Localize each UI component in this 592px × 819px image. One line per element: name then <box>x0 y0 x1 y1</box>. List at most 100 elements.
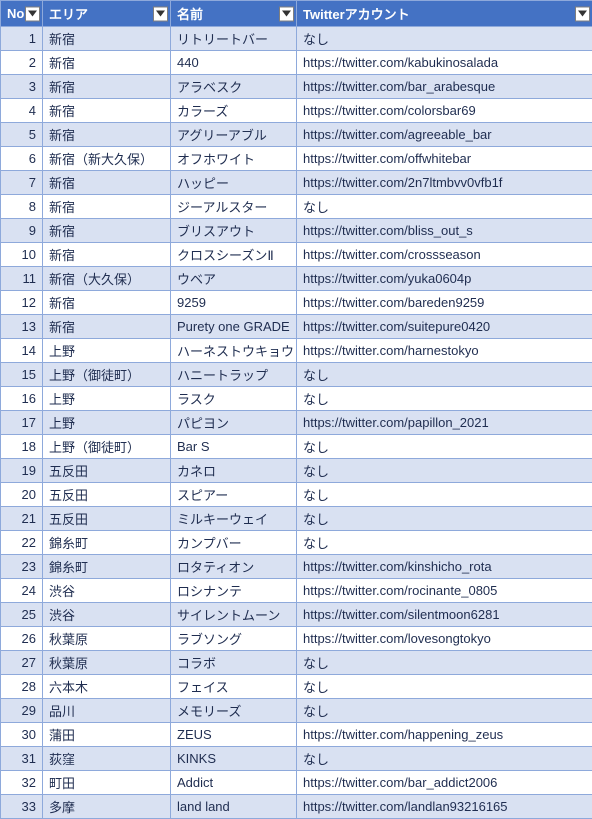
cell-twitter: https://twitter.com/kinshicho_rota <box>297 555 592 579</box>
cell-area: 新宿 <box>43 315 171 339</box>
cell-twitter: https://twitter.com/bareden9259 <box>297 291 592 315</box>
cell-no: 18 <box>1 435 43 459</box>
cell-no: 17 <box>1 411 43 435</box>
cell-area: 新宿（新大久保） <box>43 147 171 171</box>
cell-area: 秋葉原 <box>43 651 171 675</box>
table-row: 2新宿440https://twitter.com/kabukinosalada <box>1 51 592 75</box>
col-header-no[interactable]: No. <box>1 1 43 27</box>
cell-twitter: https://twitter.com/landlan93216165 <box>297 795 592 819</box>
col-header-name-label: 名前 <box>177 7 203 22</box>
table-row: 15上野（御徒町）ハニートラップなし <box>1 363 592 387</box>
cell-twitter: https://twitter.com/crossseason <box>297 243 592 267</box>
col-header-area[interactable]: エリア <box>43 1 171 27</box>
cell-twitter: https://twitter.com/offwhitebar <box>297 147 592 171</box>
cell-no: 28 <box>1 675 43 699</box>
cell-area: 新宿 <box>43 75 171 99</box>
col-header-twitter[interactable]: Twitterアカウント <box>297 1 592 27</box>
cell-twitter: https://twitter.com/bliss_out_s <box>297 219 592 243</box>
cell-name: アラベスク <box>171 75 297 99</box>
cell-no: 31 <box>1 747 43 771</box>
cell-twitter: https://twitter.com/2n7ltmbvv0vfb1f <box>297 171 592 195</box>
table-row: 16上野ラスクなし <box>1 387 592 411</box>
cell-no: 5 <box>1 123 43 147</box>
cell-area: 五反田 <box>43 483 171 507</box>
cell-twitter: https://twitter.com/agreeable_bar <box>297 123 592 147</box>
cell-area: 渋谷 <box>43 579 171 603</box>
cell-name: カネロ <box>171 459 297 483</box>
cell-area: 錦糸町 <box>43 555 171 579</box>
table-row: 21五反田ミルキーウェイなし <box>1 507 592 531</box>
cell-name: ハッピー <box>171 171 297 195</box>
table-row: 20五反田スピアーなし <box>1 483 592 507</box>
cell-no: 14 <box>1 339 43 363</box>
cell-no: 15 <box>1 363 43 387</box>
table-row: 10新宿クロスシーズンⅡhttps://twitter.com/crosssea… <box>1 243 592 267</box>
cell-twitter: https://twitter.com/happening_zeus <box>297 723 592 747</box>
cell-area: 新宿 <box>43 219 171 243</box>
filter-dropdown-icon[interactable] <box>575 6 590 21</box>
cell-name: ウベア <box>171 267 297 291</box>
cell-name: フェイス <box>171 675 297 699</box>
cell-twitter: https://twitter.com/lovesongtokyo <box>297 627 592 651</box>
cell-name: アグリーアブル <box>171 123 297 147</box>
cell-area: 上野（御徒町） <box>43 435 171 459</box>
table-row: 33多摩land landhttps://twitter.com/landlan… <box>1 795 592 819</box>
cell-name: ブリスアウト <box>171 219 297 243</box>
cell-twitter: なし <box>297 531 592 555</box>
table-row: 26秋葉原ラブソングhttps://twitter.com/lovesongto… <box>1 627 592 651</box>
cell-no: 25 <box>1 603 43 627</box>
cell-area: 品川 <box>43 699 171 723</box>
cell-name: ラブソング <box>171 627 297 651</box>
cell-no: 19 <box>1 459 43 483</box>
table-row: 13新宿Purety one GRADEhttps://twitter.com/… <box>1 315 592 339</box>
cell-area: 五反田 <box>43 459 171 483</box>
cell-no: 9 <box>1 219 43 243</box>
cell-no: 29 <box>1 699 43 723</box>
cell-area: 秋葉原 <box>43 627 171 651</box>
cell-no: 2 <box>1 51 43 75</box>
table-row: 14上野ハーネストウキョウhttps://twitter.com/harnest… <box>1 339 592 363</box>
table-row: 7新宿ハッピーhttps://twitter.com/2n7ltmbvv0vfb… <box>1 171 592 195</box>
cell-name: Purety one GRADE <box>171 315 297 339</box>
cell-name: カンプバー <box>171 531 297 555</box>
table-row: 11新宿（大久保）ウベアhttps://twitter.com/yuka0604… <box>1 267 592 291</box>
cell-area: 錦糸町 <box>43 531 171 555</box>
table-row: 5新宿アグリーアブルhttps://twitter.com/agreeable_… <box>1 123 592 147</box>
cell-no: 12 <box>1 291 43 315</box>
cell-twitter: https://twitter.com/suitepure0420 <box>297 315 592 339</box>
table-row: 12新宿9259https://twitter.com/bareden9259 <box>1 291 592 315</box>
cell-twitter: https://twitter.com/yuka0604p <box>297 267 592 291</box>
cell-no: 7 <box>1 171 43 195</box>
filter-dropdown-icon[interactable] <box>25 6 40 21</box>
cell-twitter: なし <box>297 387 592 411</box>
filter-dropdown-icon[interactable] <box>279 6 294 21</box>
cell-name: ロタティオン <box>171 555 297 579</box>
cell-area: 新宿 <box>43 291 171 315</box>
cell-twitter: https://twitter.com/bar_addict2006 <box>297 771 592 795</box>
cell-name: ジーアルスター <box>171 195 297 219</box>
cell-no: 22 <box>1 531 43 555</box>
table-row: 17上野パピヨンhttps://twitter.com/papillon_202… <box>1 411 592 435</box>
cell-area: 町田 <box>43 771 171 795</box>
cell-area: 新宿 <box>43 243 171 267</box>
cell-name: メモリーズ <box>171 699 297 723</box>
table-row: 19五反田カネロなし <box>1 459 592 483</box>
cell-no: 6 <box>1 147 43 171</box>
cell-area: 新宿 <box>43 195 171 219</box>
cell-twitter: https://twitter.com/papillon_2021 <box>297 411 592 435</box>
cell-area: 多摩 <box>43 795 171 819</box>
table-row: 9新宿ブリスアウトhttps://twitter.com/bliss_out_s <box>1 219 592 243</box>
cell-name: パピヨン <box>171 411 297 435</box>
cell-no: 26 <box>1 627 43 651</box>
filter-dropdown-icon[interactable] <box>153 6 168 21</box>
table-row: 1新宿リトリートバーなし <box>1 27 592 51</box>
cell-area: 新宿 <box>43 171 171 195</box>
cell-area: 荻窪 <box>43 747 171 771</box>
cell-twitter: なし <box>297 435 592 459</box>
cell-name: ラスク <box>171 387 297 411</box>
cell-name: ハニートラップ <box>171 363 297 387</box>
col-header-name[interactable]: 名前 <box>171 1 297 27</box>
cell-name: 440 <box>171 51 297 75</box>
cell-no: 32 <box>1 771 43 795</box>
cell-twitter: https://twitter.com/harnestokyo <box>297 339 592 363</box>
